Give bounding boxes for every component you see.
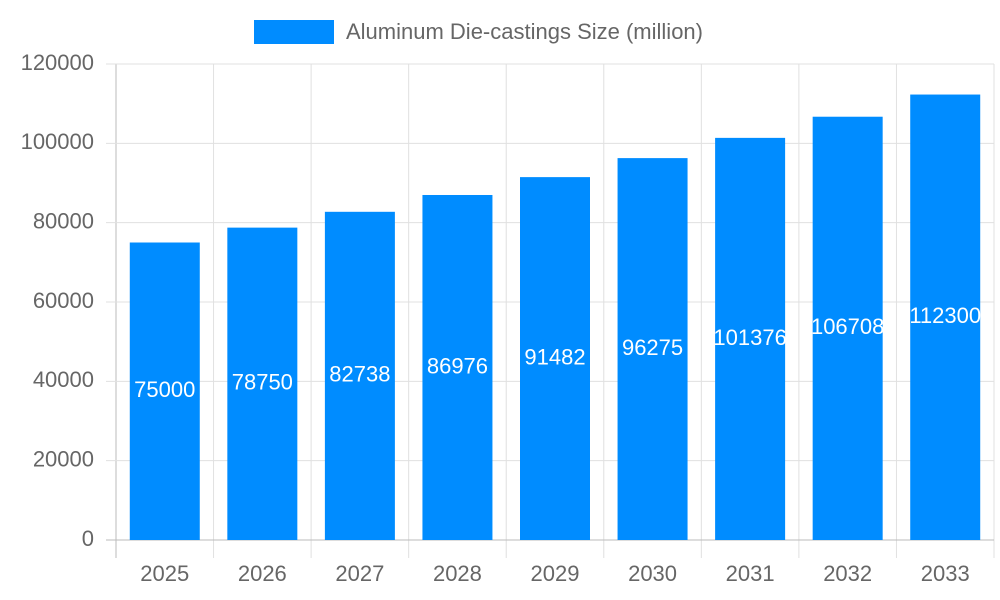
x-tick-label: 2031 xyxy=(726,561,775,586)
legend-label: Aluminum Die-castings Size (million) xyxy=(346,19,703,44)
data-label: 96275 xyxy=(622,335,683,360)
x-tick-label: 2025 xyxy=(140,561,189,586)
legend-swatch xyxy=(254,20,334,44)
data-label: 91482 xyxy=(524,344,585,369)
bar xyxy=(812,116,883,541)
data-label: 86976 xyxy=(427,353,488,378)
y-tick-label: 40000 xyxy=(33,367,94,392)
y-tick-label: 80000 xyxy=(33,208,94,233)
data-label: 112300 xyxy=(909,303,981,328)
x-tick-label: 2030 xyxy=(628,561,677,586)
data-label: 101376 xyxy=(713,325,786,350)
bar xyxy=(520,177,590,540)
data-label: 78750 xyxy=(232,370,293,395)
x-tick-label: 2027 xyxy=(335,561,384,586)
bar xyxy=(617,158,688,540)
data-label: 82738 xyxy=(329,362,390,387)
x-tick-label: 2026 xyxy=(238,561,287,586)
x-tick-label: 2032 xyxy=(823,561,872,586)
x-tick-label: 2029 xyxy=(531,561,580,586)
y-tick-label: 0 xyxy=(82,526,94,551)
y-tick-label: 100000 xyxy=(21,129,94,154)
bar xyxy=(129,242,200,540)
bar xyxy=(910,94,981,540)
bar xyxy=(715,137,786,541)
bar xyxy=(324,211,395,540)
y-tick-label: 60000 xyxy=(33,288,94,313)
x-tick-label: 2033 xyxy=(921,561,970,586)
data-label: 106708 xyxy=(811,314,884,339)
bar xyxy=(227,227,298,540)
y-tick-label: 20000 xyxy=(33,446,94,471)
bar xyxy=(422,194,493,541)
x-tick-label: 2028 xyxy=(433,561,482,586)
data-label: 75000 xyxy=(134,377,195,402)
y-tick-label: 120000 xyxy=(21,50,94,75)
